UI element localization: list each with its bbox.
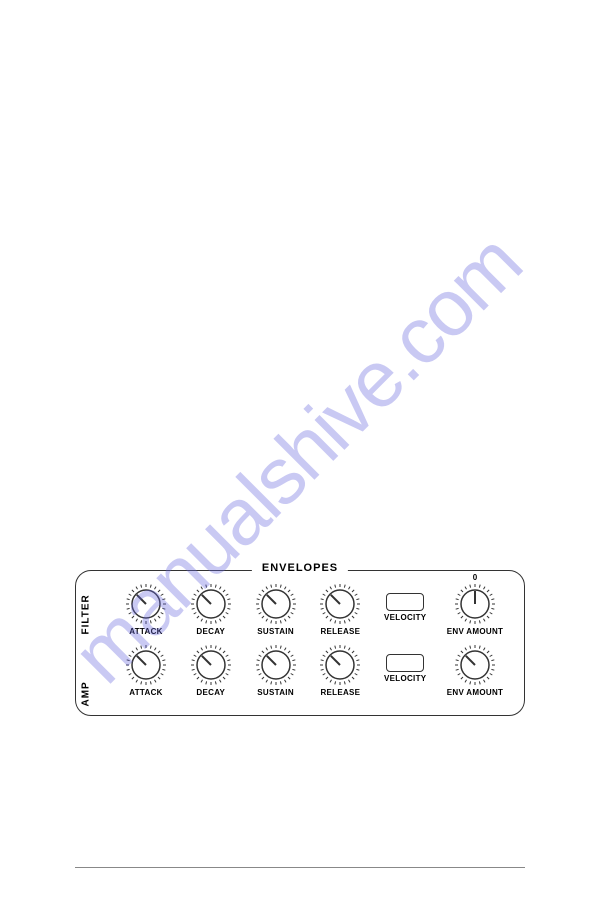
sustain-knob-group: SUSTAIN (248, 583, 304, 636)
attack-knob-group: ATTACK (118, 583, 174, 636)
attack-knob-group: ATTACK (118, 644, 174, 697)
release-knob-group: RELEASE (312, 583, 368, 636)
knob-label: DECAY (196, 627, 225, 636)
attack-knob[interactable] (125, 583, 167, 625)
side-label-filter: FILTER (81, 594, 92, 634)
filter-envelope-row: ATTACK DECAY SUSTAIN RELEASE VELOCITY 0 … (118, 583, 508, 636)
knob-label: ATTACK (129, 627, 163, 636)
knob-label: SUSTAIN (257, 688, 294, 697)
panel-title: ENVELOPES (252, 562, 348, 574)
zero-mark: 0 (473, 573, 477, 582)
knob-label: SUSTAIN (257, 627, 294, 636)
knob-label: RELEASE (320, 627, 360, 636)
decay-knob-group: DECAY (183, 583, 239, 636)
velocity-button[interactable] (386, 593, 424, 611)
env-amount-group: ENV AMOUNT (442, 644, 508, 697)
velocity-label: VELOCITY (384, 613, 426, 622)
attack-knob[interactable] (125, 644, 167, 686)
side-label-amp: AMP (81, 681, 92, 706)
knob-label: ENV AMOUNT (447, 627, 503, 636)
env-amount-knob[interactable]: 0 (454, 583, 496, 625)
decay-knob[interactable] (190, 583, 232, 625)
knob-label: ENV AMOUNT (447, 688, 503, 697)
release-knob[interactable] (319, 583, 361, 625)
knob-label: DECAY (196, 688, 225, 697)
release-knob-group: RELEASE (312, 644, 368, 697)
sustain-knob[interactable] (255, 583, 297, 625)
envelopes-panel: ENVELOPES FILTER AMP ATTACK DECAY SUSTAI… (75, 570, 525, 716)
env-amount-group: 0 ENV AMOUNT (442, 583, 508, 636)
velocity-label: VELOCITY (384, 674, 426, 683)
sustain-knob[interactable] (255, 644, 297, 686)
knob-label: RELEASE (320, 688, 360, 697)
velocity-group: VELOCITY (377, 593, 433, 622)
release-knob[interactable] (319, 644, 361, 686)
velocity-group: VELOCITY (377, 654, 433, 683)
footer-divider (75, 867, 525, 868)
sustain-knob-group: SUSTAIN (248, 644, 304, 697)
env-amount-knob[interactable] (454, 644, 496, 686)
amp-envelope-row: ATTACK DECAY SUSTAIN RELEASE VELOCITY EN… (118, 644, 508, 697)
decay-knob-group: DECAY (183, 644, 239, 697)
velocity-button[interactable] (386, 654, 424, 672)
knob-label: ATTACK (129, 688, 163, 697)
decay-knob[interactable] (190, 644, 232, 686)
